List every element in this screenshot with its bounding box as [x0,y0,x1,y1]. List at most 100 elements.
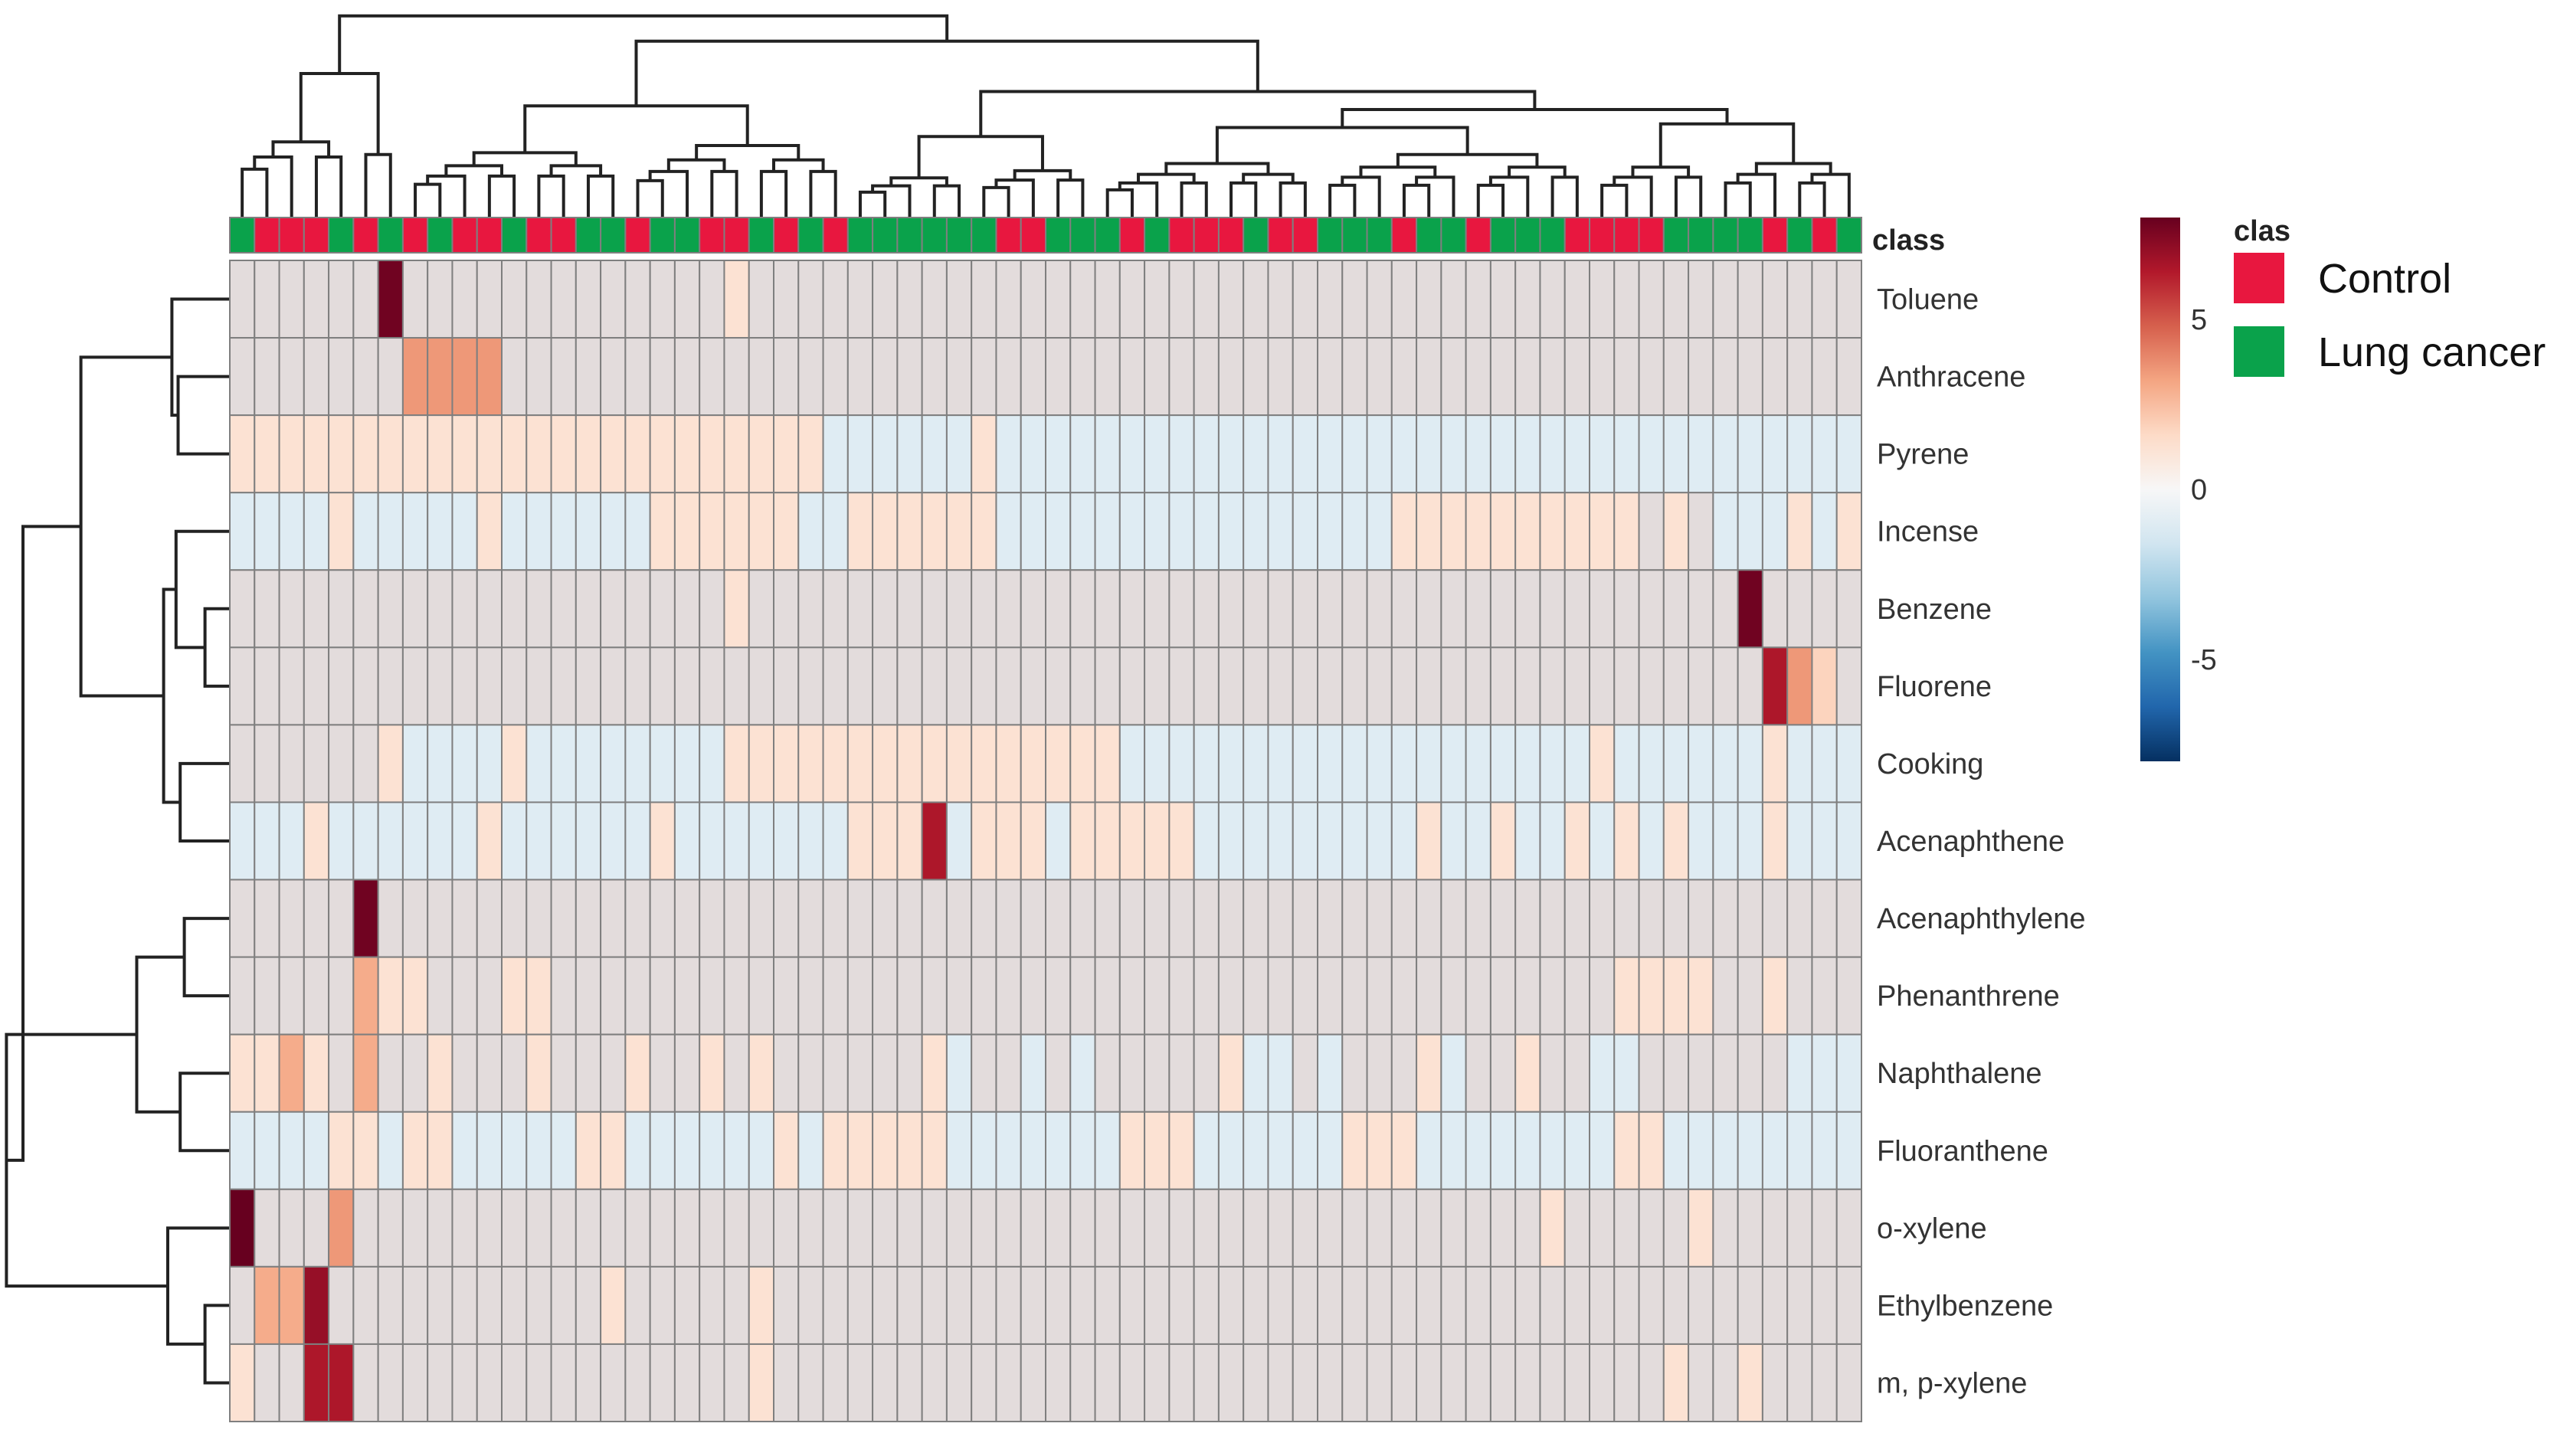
heat-cell [1267,1033,1294,1113]
heat-cell [575,492,602,571]
heat-cell [1020,260,1046,339]
heat-cell [1514,879,1541,958]
heat-cell [1193,492,1220,571]
heat-cell [401,260,429,339]
class-annotation-cell [1243,217,1269,254]
heat-cell [1638,1343,1665,1423]
heat-cell [526,1188,552,1268]
heat-cell [896,1033,923,1113]
heat-cell [1217,879,1245,958]
heat-cell [1835,1033,1862,1113]
heat-cell [822,646,849,726]
heat-cell [822,879,849,958]
heat-cell [451,1343,478,1423]
heat-cell [1317,569,1344,649]
heat-cell [1712,1265,1739,1345]
class-annotation-cell [1688,217,1714,254]
heat-cell [1539,724,1566,803]
heat-cell [1416,569,1442,649]
heat-cell [1761,801,1789,881]
heat-cell [1688,260,1714,339]
heat-cell [1217,1033,1245,1113]
heat-cell [624,646,651,726]
heat-cell [1638,724,1665,803]
heat-cell [872,879,899,958]
heat-cell [699,337,725,417]
class-annotation-cell [995,217,1022,254]
heat-cell [1094,492,1121,571]
heat-cell [846,646,874,726]
heat-cell [1193,1265,1220,1345]
heat-cell [550,1343,577,1423]
heat-cell [1217,414,1245,494]
heat-cell [254,1343,280,1423]
heat-cell [1144,260,1171,339]
dendrogram-branch [1488,175,1530,218]
heat-cell [797,337,824,417]
class-annotation-cell [254,217,280,254]
heat-cell [1589,337,1616,417]
heat-cell [624,1265,651,1345]
class-annotation-cell [1168,217,1195,254]
heat-cell [278,646,305,726]
heat-cell [1267,801,1294,881]
heat-cell [945,260,973,339]
heat-cell [550,1265,577,1345]
heat-cell [1688,724,1714,803]
heat-cell [624,724,651,803]
heat-cell [699,569,725,649]
heat-cell [971,646,997,726]
dendrogram-branch [314,155,343,218]
heat-cell [699,492,725,571]
heat-cell [1094,1343,1121,1423]
heat-cell [377,646,404,726]
heat-cell [1292,260,1318,339]
heat-cell [1539,956,1566,1036]
heat-cell [1737,260,1763,339]
heat-cell [303,569,330,649]
heat-cell [649,646,676,726]
heat-cell [229,956,256,1036]
heat-cell [921,1265,948,1345]
class-annotation-cell [971,217,997,254]
heat-cell [1638,1111,1665,1190]
heat-cell [328,1265,355,1345]
heat-cell [723,879,750,958]
heat-cell [1267,492,1294,571]
heat-cell [1662,569,1690,649]
dendrogram-branch [979,90,1537,137]
heat-cell [699,879,725,958]
heat-cell [550,569,577,649]
heat-cell [476,724,503,803]
heat-cell [846,414,874,494]
heat-cell [1390,492,1418,571]
heat-cell [451,1111,478,1190]
heat-cell [1341,646,1368,726]
heat-cell [649,569,676,649]
heat-cell [278,879,305,958]
class-annotation-cell [945,217,973,254]
dendrogram-branch [170,297,230,417]
heat-cell [600,801,627,881]
heat-cell [699,1343,725,1423]
heat-cell [797,1343,824,1423]
heat-cell [1168,879,1195,958]
heat-cell [1539,1111,1566,1190]
heat-cell [377,414,404,494]
heat-cell [427,1111,453,1190]
heat-cell [1317,1033,1344,1113]
heat-cell [1366,1033,1393,1113]
heat-cell [797,414,824,494]
heat-cell [1390,801,1418,881]
heat-cell [451,879,478,958]
heat-cell [1168,337,1195,417]
class-annotation-cell [1835,217,1862,254]
heat-cell [575,956,602,1036]
heat-cell [1737,1033,1763,1113]
heat-cell [1243,1343,1269,1423]
heat-cell [254,1111,280,1190]
heat-cell [229,1265,256,1345]
heat-cell [1589,801,1616,881]
heat-cell [1341,260,1368,339]
heat-cell [1069,1111,1096,1190]
